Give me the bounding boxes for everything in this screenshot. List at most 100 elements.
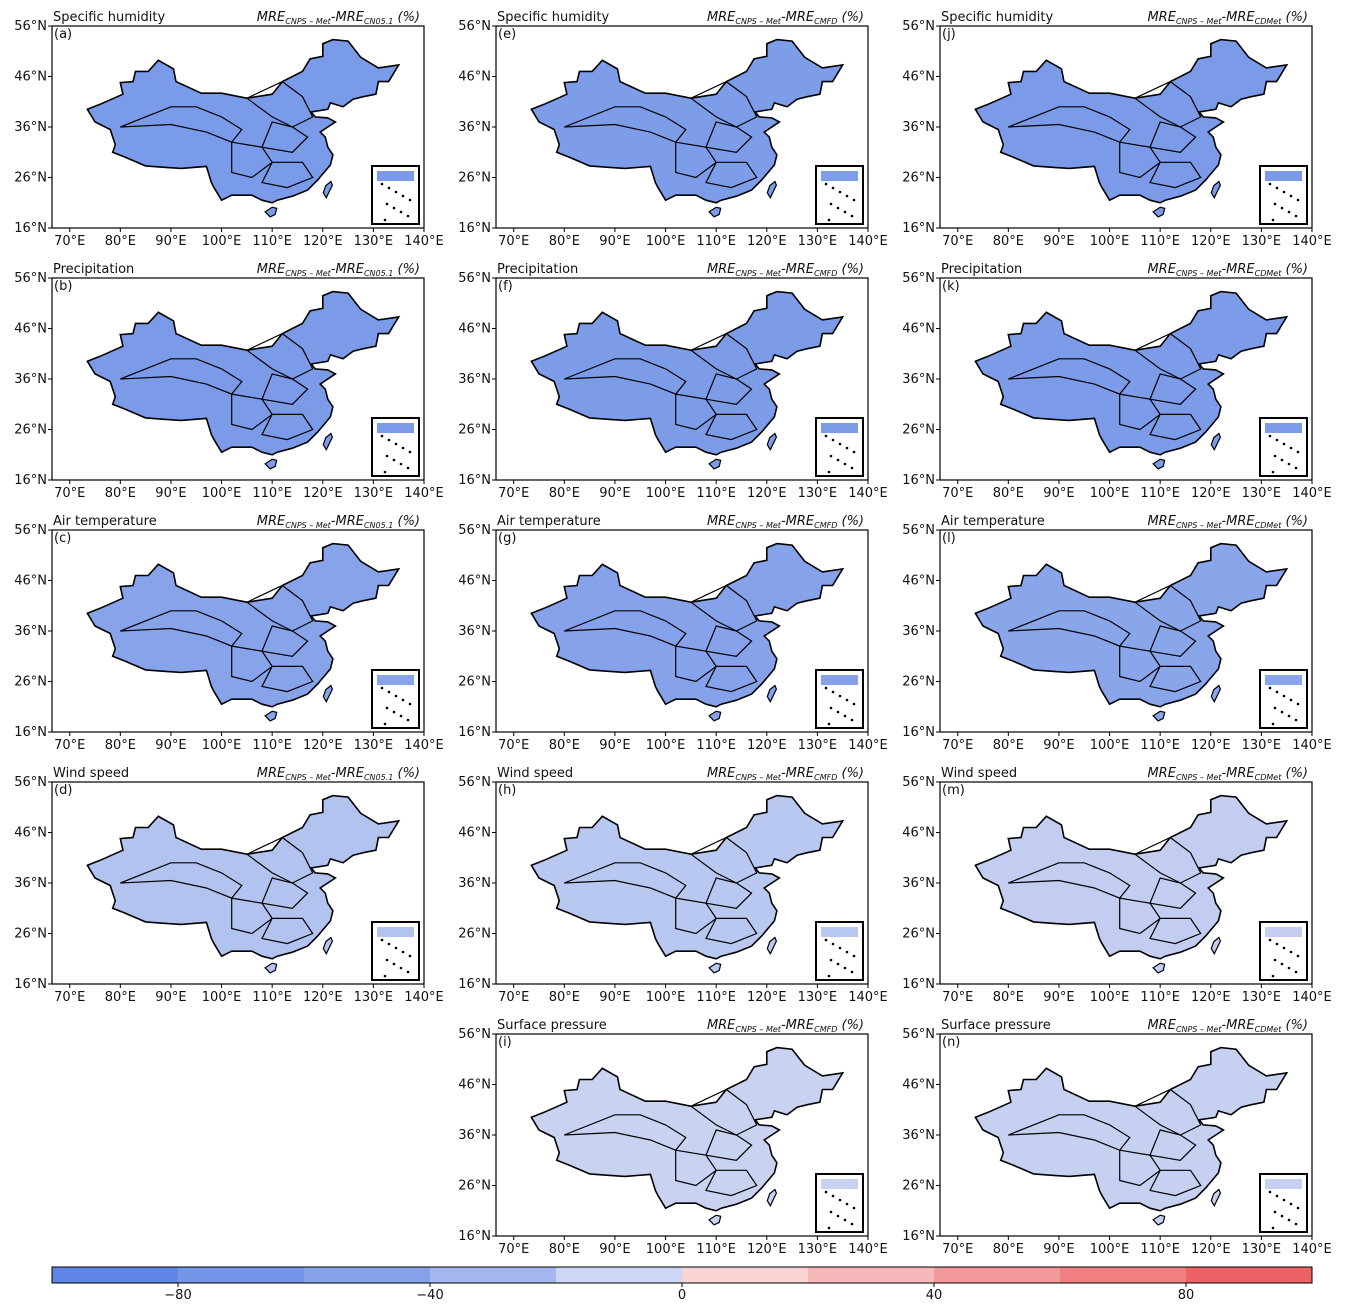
metric-text: MRE (786, 262, 815, 277)
lat-tick-label: 46°N (14, 70, 47, 85)
lon-tick-label: 80°E (993, 738, 1024, 753)
inset-island (1283, 191, 1286, 194)
lon-tick-label: 70°E (54, 234, 85, 249)
lat-tick-label: 46°N (902, 826, 935, 841)
panel-metric: MRECNPS – Met-MRECDMet (%) (1147, 514, 1308, 530)
lon-tick-label: 120°E (303, 486, 343, 501)
lon-tick-label: 110°E (252, 738, 292, 753)
lat-tick-label: 26°N (902, 423, 935, 438)
inset-island (1297, 451, 1300, 454)
inset-island (400, 715, 403, 718)
lon-tick-label: 120°E (303, 234, 343, 249)
inset-island (409, 703, 412, 706)
inset-island (851, 719, 854, 722)
inset-island (400, 211, 403, 214)
inset-island (837, 1215, 840, 1218)
lon-tick-label: 110°E (1140, 1242, 1180, 1257)
colorbar-segment (430, 1267, 556, 1283)
lon-tick-label: 90°E (155, 486, 186, 501)
panel-variable: Air temperature (941, 514, 1045, 529)
lon-tick-label: 110°E (252, 990, 292, 1005)
inset-island (828, 975, 831, 978)
map-panel: 56°N46°N36°N26°N16°N70°E80°E90°E100°E110… (458, 262, 888, 501)
inset-island (1276, 439, 1279, 442)
lon-tick-label: 90°E (599, 486, 630, 501)
inset-island (830, 707, 833, 710)
inset-island (851, 467, 854, 470)
map-panel: 56°N46°N36°N26°N16°N70°E80°E90°E100°E110… (14, 10, 444, 249)
panel-metric: MRECNPS – Met-MRECMFD (%) (707, 262, 864, 278)
inset-island (1288, 1219, 1291, 1222)
panel-label: (l) (942, 531, 956, 546)
lon-tick-label: 70°E (942, 738, 973, 753)
lon-tick-label: 70°E (498, 738, 529, 753)
lat-tick-label: 46°N (902, 574, 935, 589)
inset-island (1281, 459, 1284, 462)
lat-tick-label: 36°N (902, 372, 935, 387)
lon-tick-label: 100°E (646, 1242, 686, 1257)
lat-tick-label: 16°N (458, 725, 491, 740)
lat-tick-label: 26°N (902, 1179, 935, 1194)
lat-tick-label: 36°N (458, 876, 491, 891)
lon-tick-label: 120°E (1191, 1242, 1231, 1257)
panel-variable: Wind speed (941, 766, 1017, 781)
lon-tick-label: 130°E (798, 486, 838, 501)
lon-tick-label: 70°E (942, 990, 973, 1005)
lat-tick-label: 16°N (14, 221, 47, 236)
inset-island (409, 451, 412, 454)
inset-island (1276, 691, 1279, 694)
colorbar-tick-label: −40 (416, 1288, 443, 1303)
metric-text: (%) (1281, 514, 1308, 529)
lon-tick-label: 110°E (1140, 234, 1180, 249)
inset-island (1297, 199, 1300, 202)
lon-tick-label: 70°E (942, 234, 973, 249)
lon-tick-label: 110°E (252, 486, 292, 501)
map-panel: 56°N46°N36°N26°N16°N70°E80°E90°E100°E110… (902, 766, 1332, 1005)
lat-tick-label: 56°N (902, 1027, 935, 1042)
lat-tick-label: 36°N (902, 876, 935, 891)
metric-text: MRE (1226, 10, 1255, 25)
panel-variable: Precipitation (53, 262, 134, 277)
lat-tick-label: 36°N (902, 624, 935, 639)
inset-island (1288, 715, 1291, 718)
inset-island (832, 943, 835, 946)
inset-island (1281, 207, 1284, 210)
inset-island (1295, 719, 1298, 722)
lon-tick-label: 90°E (1043, 234, 1074, 249)
lat-tick-label: 16°N (902, 221, 935, 236)
lon-tick-label: 130°E (1242, 990, 1282, 1005)
lon-tick-label: 70°E (54, 486, 85, 501)
metric-subscript: CNPS – Met (285, 17, 331, 26)
lat-tick-label: 56°N (458, 19, 491, 34)
lat-tick-label: 46°N (902, 1078, 935, 1093)
inset-island (384, 723, 387, 726)
panel-metric: MRECNPS – Met-MRECN05.1 (%) (257, 10, 420, 26)
inset-island (395, 947, 398, 950)
lon-tick-label: 80°E (549, 234, 580, 249)
metric-text: (%) (393, 10, 420, 25)
lon-tick-label: 130°E (1242, 738, 1282, 753)
inset-island (853, 199, 856, 202)
inset-island (846, 699, 849, 702)
lat-tick-label: 46°N (14, 826, 47, 841)
metric-subscript: CNPS – Met (285, 269, 331, 278)
panel-metric: MRECNPS – Met-MRECMFD (%) (707, 1018, 864, 1034)
inset-island (388, 691, 391, 694)
metric-text: MRE (1147, 514, 1176, 529)
metric-text: (%) (837, 10, 864, 25)
panel-metric: MRECNPS – Met-MRECN05.1 (%) (257, 262, 420, 278)
inset-island (825, 435, 828, 438)
lon-tick-label: 140°E (1292, 234, 1332, 249)
lon-tick-label: 70°E (54, 738, 85, 753)
lat-tick-label: 26°N (458, 675, 491, 690)
lon-tick-label: 110°E (696, 1242, 736, 1257)
inset-island (393, 459, 396, 462)
lon-tick-label: 120°E (747, 234, 787, 249)
lat-tick-label: 26°N (902, 675, 935, 690)
inset-island (1295, 971, 1298, 974)
colorbar-tick-label: 0 (678, 1288, 686, 1303)
inset-island (395, 695, 398, 698)
metric-text: (%) (393, 766, 420, 781)
lon-tick-label: 130°E (1242, 1242, 1282, 1257)
metric-subscript: CNPS – Met (1176, 17, 1222, 26)
